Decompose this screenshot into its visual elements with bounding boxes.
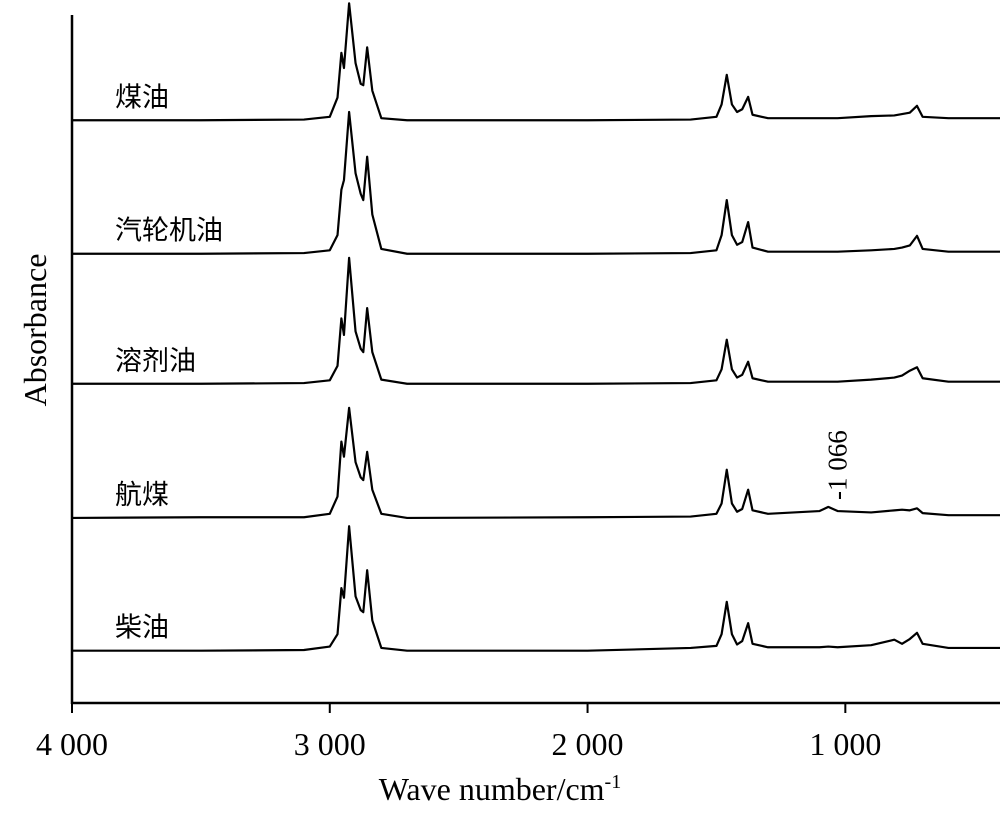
- series-label: 溶剂油: [115, 346, 196, 376]
- series-label: 柴油: [115, 613, 169, 643]
- spectrum-line: [72, 256, 1000, 385]
- spectrum-line: [72, 525, 1000, 652]
- y-axis-label: Absorbance: [17, 254, 53, 407]
- annotation: -1 066: [822, 430, 852, 500]
- x-axis-label: Wave number/cm-1: [379, 771, 621, 807]
- series-label: 煤油: [115, 82, 169, 112]
- x-tick-label: 4 000: [36, 726, 108, 762]
- x-axis-label-text: Wave number/cm: [379, 771, 605, 807]
- x-tick-label: 1 000: [809, 726, 881, 762]
- series-label: 汽轮机油: [115, 216, 223, 246]
- spectrum-line: [72, 110, 1000, 255]
- x-axis-label-sup: -1: [605, 771, 622, 793]
- x-tick-label: 2 000: [552, 726, 624, 762]
- x-tick-label: 3 000: [294, 726, 366, 762]
- spectrum-line: [72, 2, 1000, 122]
- series-label: 航煤: [115, 480, 169, 510]
- spectrum-line: [71, 406, 1000, 520]
